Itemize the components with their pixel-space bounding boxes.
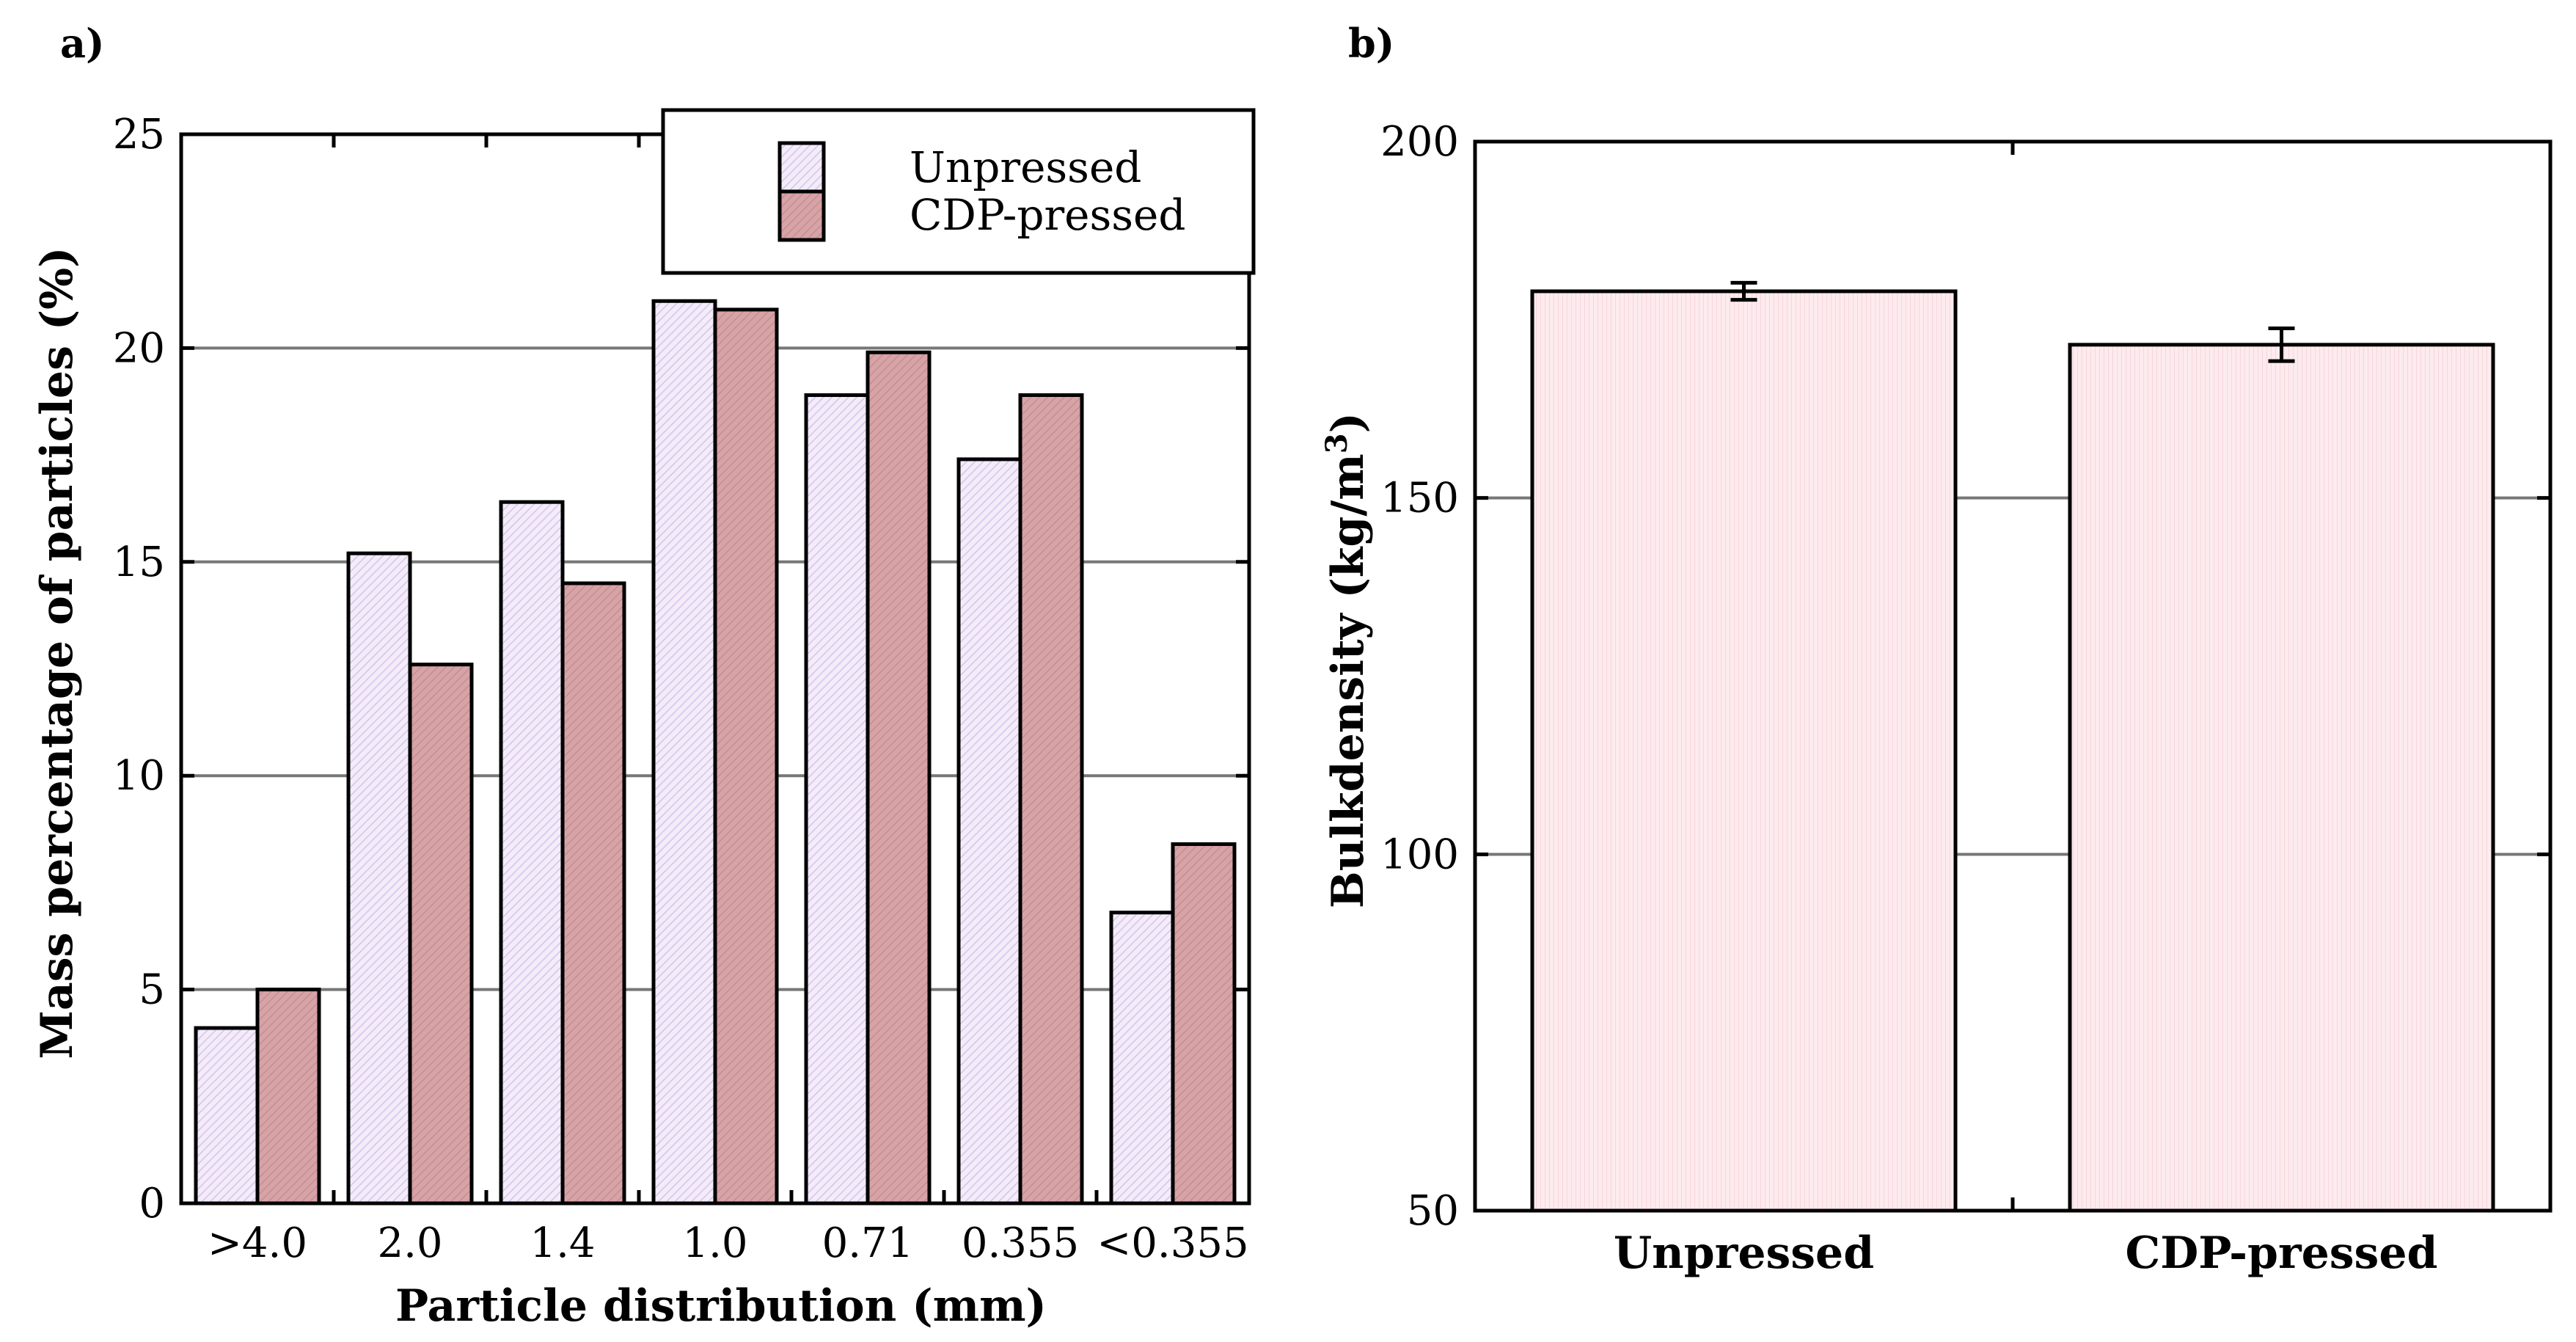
legend-swatch-unpressed	[777, 141, 826, 194]
panel-a-x-tick-label: 1.4	[530, 1219, 595, 1267]
panel-a-label: a)	[60, 20, 105, 67]
panel-a-y-tick-label: 0	[139, 1180, 165, 1228]
panel-a-x-tick-label: <0.355	[1097, 1219, 1248, 1267]
legend-label-unpressed: Unpressed	[910, 142, 1141, 192]
bar-unpressed-6	[1109, 911, 1175, 1206]
bar-cdp-pressed-3	[713, 307, 779, 1206]
panel-a-x-tick-label: 0.71	[822, 1219, 914, 1267]
bar-cdp-pressed	[2068, 343, 2495, 1213]
legend-label-cdp-pressed: CDP-pressed	[910, 190, 1186, 240]
legend-swatch-cdp-pressed	[777, 189, 826, 242]
bar-cdp-pressed-6	[1171, 842, 1237, 1206]
bar-cdp-pressed-0	[255, 988, 321, 1206]
panel-a-y-tick-label: 20	[113, 324, 165, 372]
panel-b-y-tick-label: 50	[1407, 1187, 1459, 1235]
error-bar-unpressed	[1730, 280, 1757, 302]
bar-cdp-pressed-4	[866, 350, 932, 1206]
panel-a-x-tick-label: 1.0	[682, 1219, 747, 1267]
bar-unpressed-2	[499, 500, 565, 1206]
bar-cdp-pressed-2	[560, 581, 626, 1206]
panel-b-x-tick-label: Unpressed	[1614, 1228, 1874, 1279]
panel-b-y-tick-label: 150	[1380, 475, 1459, 522]
bar-cdp-pressed-5	[1018, 393, 1084, 1206]
panel-a-chart: a) 0 5 10 15 20 25 >4.0 2.0 1.4 1.0 0.71 0.355 <0.3…	[32, 20, 1256, 1332]
panel-b-x-tick-label: CDP-pressed	[2126, 1228, 2438, 1279]
panel-a-x-tick-label: 0.355	[962, 1219, 1079, 1267]
panel-b-y-tick-label: 200	[1380, 118, 1459, 166]
panel-a-x-tick-label: 2.0	[377, 1219, 442, 1267]
error-bar-cdp-pressed	[2268, 326, 2295, 363]
panel-a-legend: Unpressed CDP-pressed	[661, 108, 1256, 275]
panel-b-y-axis-title: Bulkdensity (kg/m3)	[1320, 412, 1374, 908]
bar-unpressed-1	[346, 551, 412, 1206]
bar-unpressed-0	[194, 1026, 260, 1206]
bar-unpressed-5	[956, 457, 1022, 1206]
panel-a-x-tick-label: >4.0	[208, 1219, 307, 1267]
bar-cdp-pressed-1	[408, 663, 474, 1206]
panel-b-label: b)	[1348, 20, 1394, 67]
panel-b-y-tick-label: 100	[1380, 831, 1459, 878]
bar-unpressed	[1530, 289, 1958, 1213]
bar-unpressed-3	[651, 299, 717, 1206]
panel-a-y-tick-label: 10	[113, 752, 165, 800]
panel-a-y-tick-label: 15	[113, 539, 165, 586]
panel-a-y-axis-title: Mass percentage of particles (%)	[32, 247, 83, 1059]
panel-a-y-tick-label: 25	[113, 111, 165, 158]
panel-a-y-tick-label: 5	[139, 966, 165, 1014]
panel-a-x-axis-title: Particle distribution (mm)	[395, 1280, 1047, 1332]
bar-unpressed-4	[804, 393, 870, 1206]
panel-b-chart: b) 50 100 150 200 Unpressed CDP-pressed Bulk…	[1320, 20, 2553, 1279]
